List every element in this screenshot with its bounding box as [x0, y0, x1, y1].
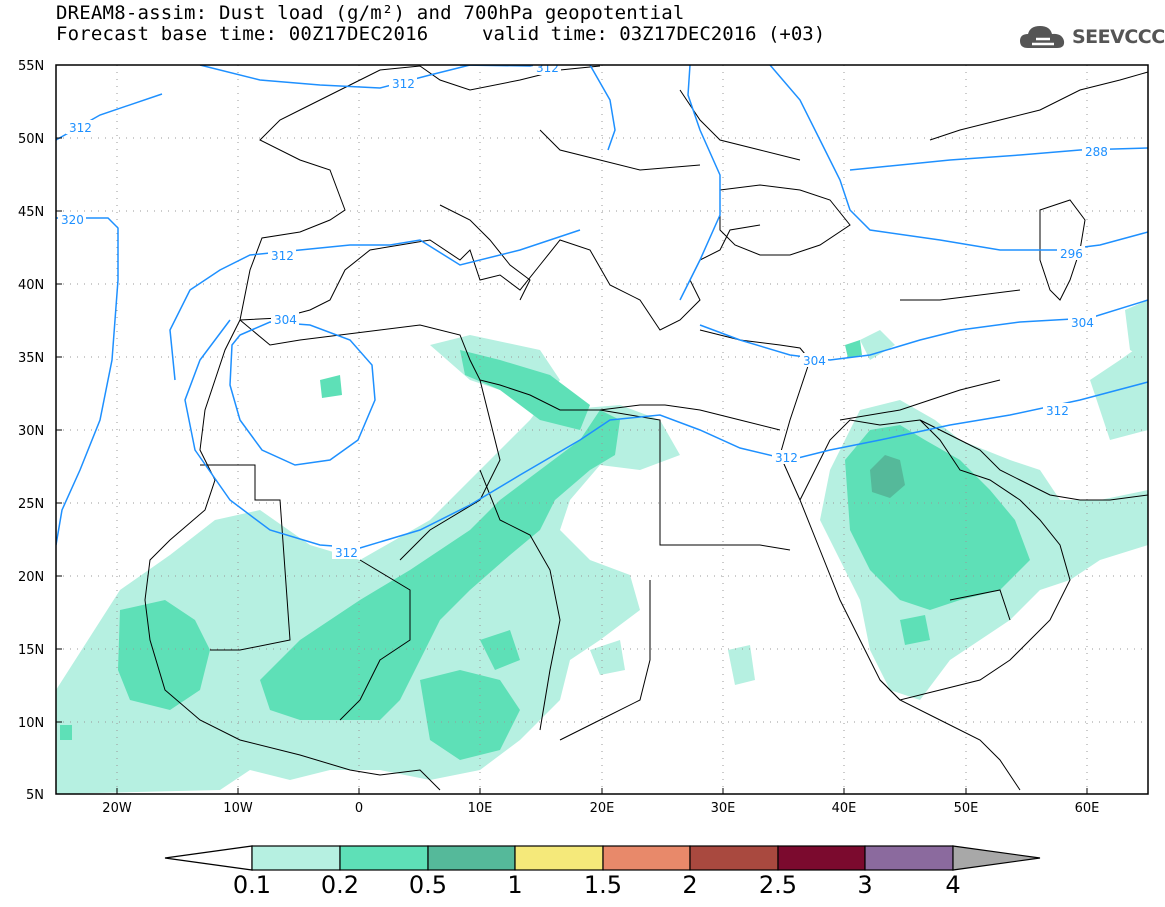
colorbar-segment — [864, 845, 954, 871]
colorbar-tick: 3 — [857, 871, 872, 899]
latitude-labels: 55N 50N 45N 40N 35N 30N 25N 20N 15N 10N … — [18, 59, 44, 803]
colorbar-segment — [251, 845, 341, 871]
cloud-logo-icon — [1020, 26, 1065, 48]
colorbar-tick: 4 — [945, 871, 960, 899]
lon-label: 50E — [954, 801, 979, 816]
lon-label: 0 — [355, 801, 363, 816]
contour-label: 288 — [1085, 145, 1108, 159]
coastlines — [144, 65, 1148, 791]
lat-label: 35N — [18, 351, 44, 366]
contour-label: 304 — [274, 313, 297, 327]
lon-label: 20W — [102, 801, 132, 816]
contour-labels: 312 312 312 320 312 304 312 312 304 304 … — [58, 61, 1110, 560]
contour-label: 296 — [1060, 247, 1083, 261]
colorbar-segment — [514, 845, 604, 871]
colorbar-tick: 0.5 — [409, 871, 447, 899]
colorbar-segment — [339, 845, 429, 871]
contour-label: 304 — [803, 354, 826, 368]
contour-label: 312 — [775, 451, 798, 465]
colorbar-segment — [602, 845, 691, 871]
lat-label: 40N — [18, 278, 44, 293]
lon-label: 10E — [468, 801, 493, 816]
colorbar-tick: 1 — [507, 871, 522, 899]
lat-label: 50N — [18, 132, 44, 147]
lat-label: 20N — [18, 570, 44, 585]
lon-label: 30E — [711, 801, 736, 816]
contour-label: 304 — [1071, 316, 1094, 330]
dust-region-high — [870, 455, 905, 498]
colorbar-tick: 2 — [682, 871, 697, 899]
lat-label: 55N — [18, 59, 44, 74]
graticule — [56, 65, 1148, 794]
contour-label: 320 — [61, 213, 84, 227]
colorbar-tick: 0.1 — [233, 871, 271, 899]
colorbar-segment — [689, 845, 779, 871]
contour-label: 312 — [69, 121, 92, 135]
valid-time: valid time: 03Z17DEC2016 (+03) — [482, 23, 826, 45]
lat-label: 45N — [18, 205, 44, 220]
lat-label: 5N — [26, 788, 44, 803]
contour-label: 312 — [392, 77, 415, 91]
lat-label: 25N — [18, 497, 44, 512]
contour-label: 312 — [335, 546, 358, 560]
contour-label: 312 — [1046, 404, 1069, 418]
axis-ticks — [56, 64, 1088, 794]
longitude-labels: 20W 10W 0 10E 20E 30E 40E 50E 60E — [102, 801, 1099, 816]
logo-text: SEEVCCC — [1072, 26, 1165, 48]
contour-label: 312 — [271, 249, 294, 263]
colorbar-arrow-low — [164, 845, 253, 871]
map-title: DREAM8-assim: Dust load (g/m²) and 700hP… — [56, 2, 685, 24]
lat-label: 10N — [18, 716, 44, 731]
colorbar-arrow-high — [952, 845, 1041, 871]
colorbar-tick: 0.2 — [321, 871, 359, 899]
colorbar — [164, 845, 1041, 871]
colorbar-tick: 2.5 — [759, 871, 797, 899]
lon-label: 20E — [590, 801, 615, 816]
lon-label: 60E — [1075, 801, 1100, 816]
colorbar-tick: 1.5 — [584, 871, 622, 899]
colorbar-segment — [777, 845, 866, 871]
lat-label: 15N — [18, 643, 44, 658]
colorbar-segment — [427, 845, 516, 871]
lat-label: 30N — [18, 424, 44, 439]
contour-label: 312 — [536, 61, 559, 75]
forecast-base-time: Forecast base time: 00Z17DEC2016 — [56, 23, 429, 45]
seevccc-logo: SEEVCCC — [1018, 22, 1165, 52]
lon-label: 40E — [832, 801, 857, 816]
lon-label: 10W — [223, 801, 253, 816]
colorbar-labels: 0.1 0.2 0.5 1 1.5 2 2.5 3 4 — [233, 871, 961, 899]
